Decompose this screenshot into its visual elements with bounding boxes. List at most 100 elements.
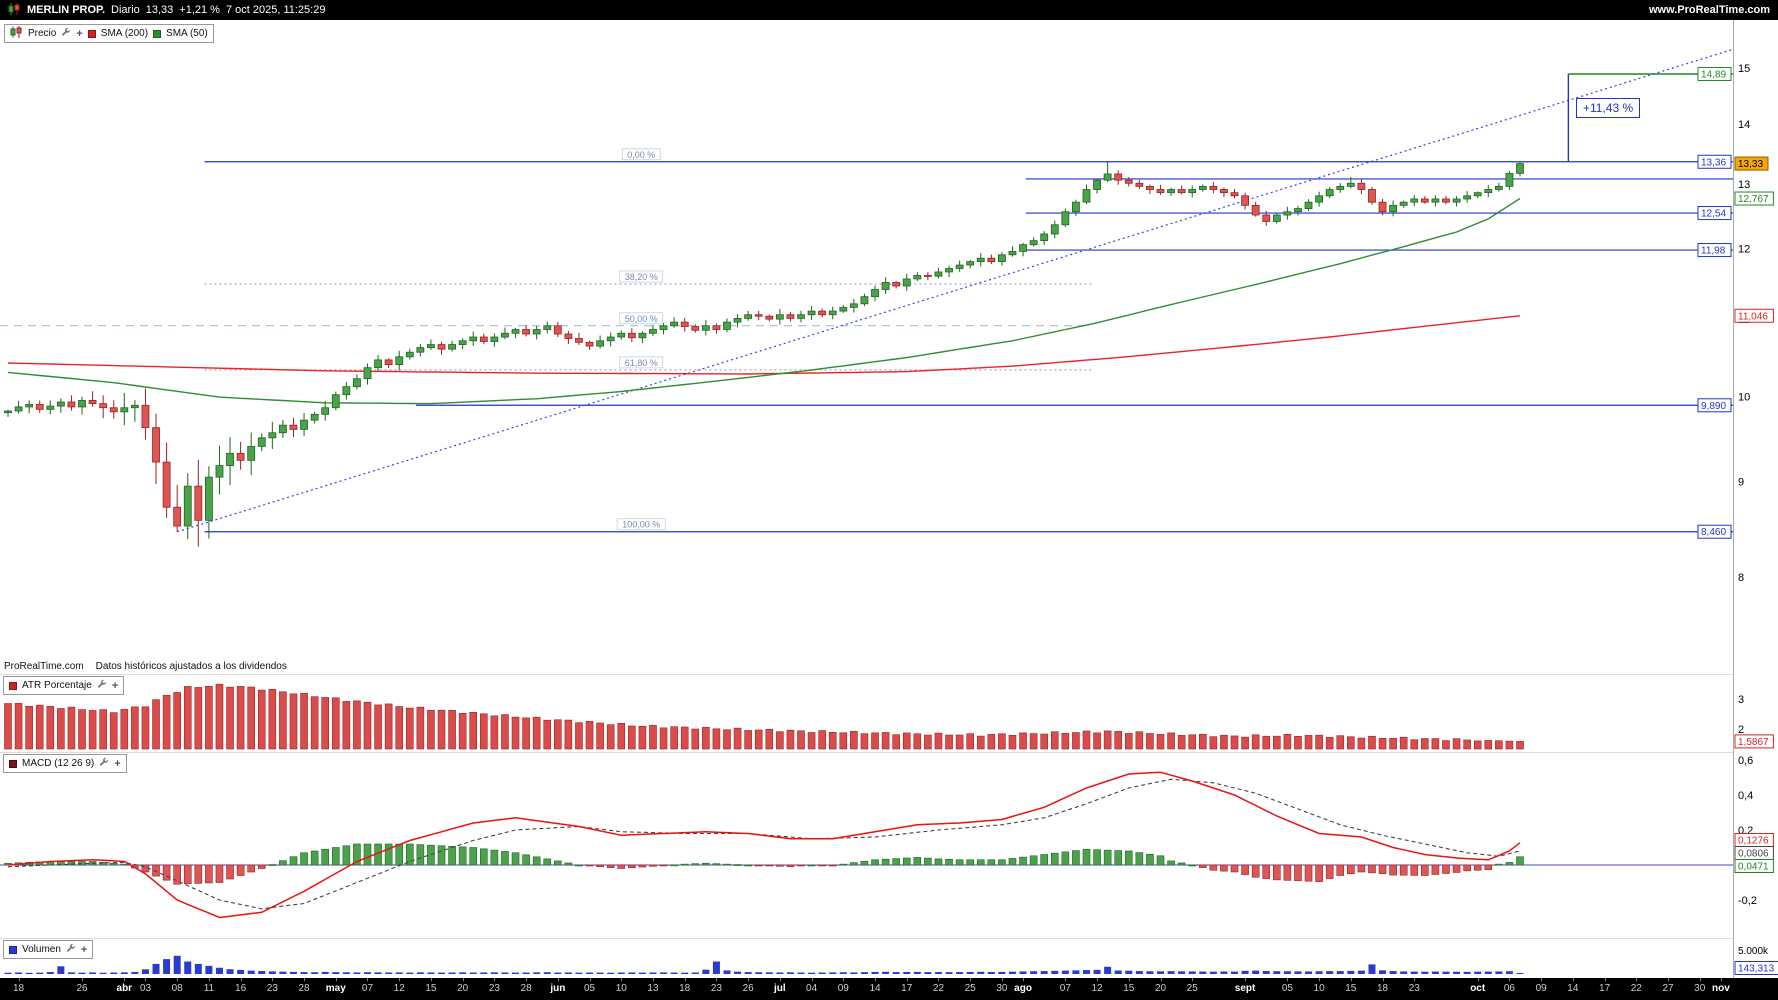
date-tick — [1604, 978, 1606, 981]
volume-bar — [1294, 971, 1302, 974]
candle — [1029, 240, 1038, 246]
macd-histogram-bar — [289, 856, 298, 866]
atr-indicator-chip[interactable]: ATR Porcentaje + — [3, 676, 125, 695]
volume-bar — [4, 972, 12, 974]
date-label: 15 — [1123, 983, 1135, 994]
candle — [575, 338, 583, 343]
macd-value-box: 0,1276 — [1738, 836, 1769, 847]
atr-bar — [35, 704, 44, 750]
macd-histogram-bar — [532, 856, 541, 866]
candle — [998, 254, 1006, 263]
volume-bar — [1241, 970, 1249, 974]
atr-bar — [1283, 733, 1292, 750]
macd-histogram-bar — [300, 852, 308, 866]
macd-histogram-bar — [1029, 855, 1038, 866]
atr-bars-layer — [4, 683, 1524, 750]
volume-bar — [163, 959, 171, 974]
atr-bar — [1473, 740, 1482, 750]
macd-indicator-chip[interactable]: MACD (12 26 9) + — [3, 754, 127, 773]
atr-bar — [1082, 730, 1091, 750]
atr-bar — [131, 706, 139, 750]
date-label: 09 — [837, 983, 849, 994]
date-label: 13 — [647, 983, 659, 994]
axis-price-box-box — [1734, 308, 1774, 323]
macd-histogram-bar — [353, 843, 361, 866]
volume-bar — [173, 955, 181, 974]
volume-bar — [956, 972, 964, 974]
atr-bar — [966, 733, 974, 750]
atr-bar — [226, 686, 234, 750]
macd-histogram-bar — [1209, 864, 1218, 871]
atr-bar — [1146, 733, 1154, 750]
date-tick — [938, 978, 940, 981]
atr-bar — [1251, 734, 1260, 750]
macd-histogram-bar — [628, 864, 636, 869]
candle — [564, 333, 573, 339]
wrench-settings-icon[interactable] — [99, 757, 109, 770]
volume-bar — [1495, 971, 1503, 974]
add-indicator-icon[interactable]: + — [76, 27, 83, 40]
date-tick — [1065, 978, 1067, 981]
macd-color-swatch — [9, 759, 17, 768]
atr-bar — [659, 727, 668, 750]
date-month-label: sept — [1234, 983, 1256, 994]
atr-bar — [331, 697, 340, 750]
atr-bar — [57, 708, 65, 750]
candle — [1336, 185, 1345, 190]
date-tick — [589, 978, 591, 981]
volume-bar — [427, 972, 435, 974]
date-label: 26 — [742, 983, 754, 994]
symbol-name: MERLIN PROP. — [27, 4, 106, 16]
add-indicator-icon[interactable]: + — [111, 679, 119, 692]
date-label: 30 — [1694, 983, 1706, 994]
wrench-settings-icon[interactable] — [97, 679, 107, 692]
date-month-label: abr — [116, 983, 133, 994]
date-month-label: nov — [1712, 983, 1730, 994]
macd-histogram-bar — [1495, 863, 1503, 866]
volume-bar — [480, 972, 488, 974]
volume-bar — [1082, 970, 1090, 974]
fib-label-box — [616, 518, 666, 531]
candle — [701, 325, 710, 331]
wrench-settings-icon[interactable] — [61, 27, 71, 40]
candle — [797, 314, 805, 319]
date-label: 28 — [520, 983, 532, 994]
price-legend-chip[interactable]: Precio + SMA (200) SMA (50) — [4, 24, 214, 43]
candle — [807, 310, 816, 316]
volume-bar — [1093, 969, 1101, 974]
target-percent-annotation[interactable]: +11,43 % — [1576, 98, 1641, 118]
volume-bar — [543, 972, 551, 974]
macd-histogram-bar — [955, 859, 964, 866]
candle — [532, 329, 541, 335]
volume-bar — [913, 971, 921, 974]
macd-histogram-bar — [998, 859, 1006, 866]
macd-histogram-bar — [1198, 864, 1207, 868]
date-tick — [430, 978, 432, 981]
macd-histogram-bar — [1220, 864, 1228, 872]
atr-value-box: 1,5867 — [1738, 737, 1769, 748]
macd-histogram-bar — [1156, 855, 1165, 866]
volume-bars-layer — [4, 955, 1524, 974]
candle — [173, 506, 182, 527]
sma200-legend-label: SMA (200) — [100, 28, 149, 39]
candle — [585, 341, 594, 347]
macd-histogram-bar — [405, 843, 414, 866]
date-tick — [779, 978, 781, 981]
wrench-settings-icon[interactable] — [66, 943, 76, 956]
volume-bar — [1178, 971, 1186, 974]
volume-bar — [723, 970, 731, 974]
macd-histogram-bar — [1368, 864, 1376, 874]
price-axis[interactable] — [1733, 20, 1778, 978]
add-indicator-icon[interactable]: + — [80, 943, 88, 956]
volume-indicator-chip[interactable]: Volumen + — [3, 940, 94, 959]
add-indicator-icon[interactable]: + — [114, 757, 121, 770]
macd-histogram-bar — [501, 851, 509, 866]
volume-bar — [755, 972, 763, 974]
price-tick: 8 — [1738, 572, 1744, 584]
date-axis[interactable]: 18 26 abr 03 08 11 16 23 28 may 07 12 15 20 23 28 jun 05 1… — [0, 978, 1778, 1000]
date-label: 25 — [1186, 983, 1198, 994]
candle — [331, 394, 340, 409]
volume-bar — [1283, 971, 1291, 974]
macd-histogram-bar — [945, 859, 953, 866]
